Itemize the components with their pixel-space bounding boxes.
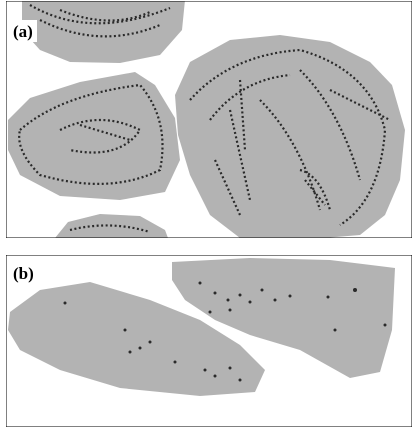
panel-a — [6, 0, 412, 240]
grain — [175, 35, 405, 240]
panel-label: (b) — [13, 264, 34, 283]
figure: (a) (b) — [0, 0, 418, 429]
page: (a) (b) (() => { const data = JSON.parse… — [0, 0, 418, 429]
panel-label: (a) — [13, 22, 33, 41]
panel-b — [6, 255, 412, 427]
